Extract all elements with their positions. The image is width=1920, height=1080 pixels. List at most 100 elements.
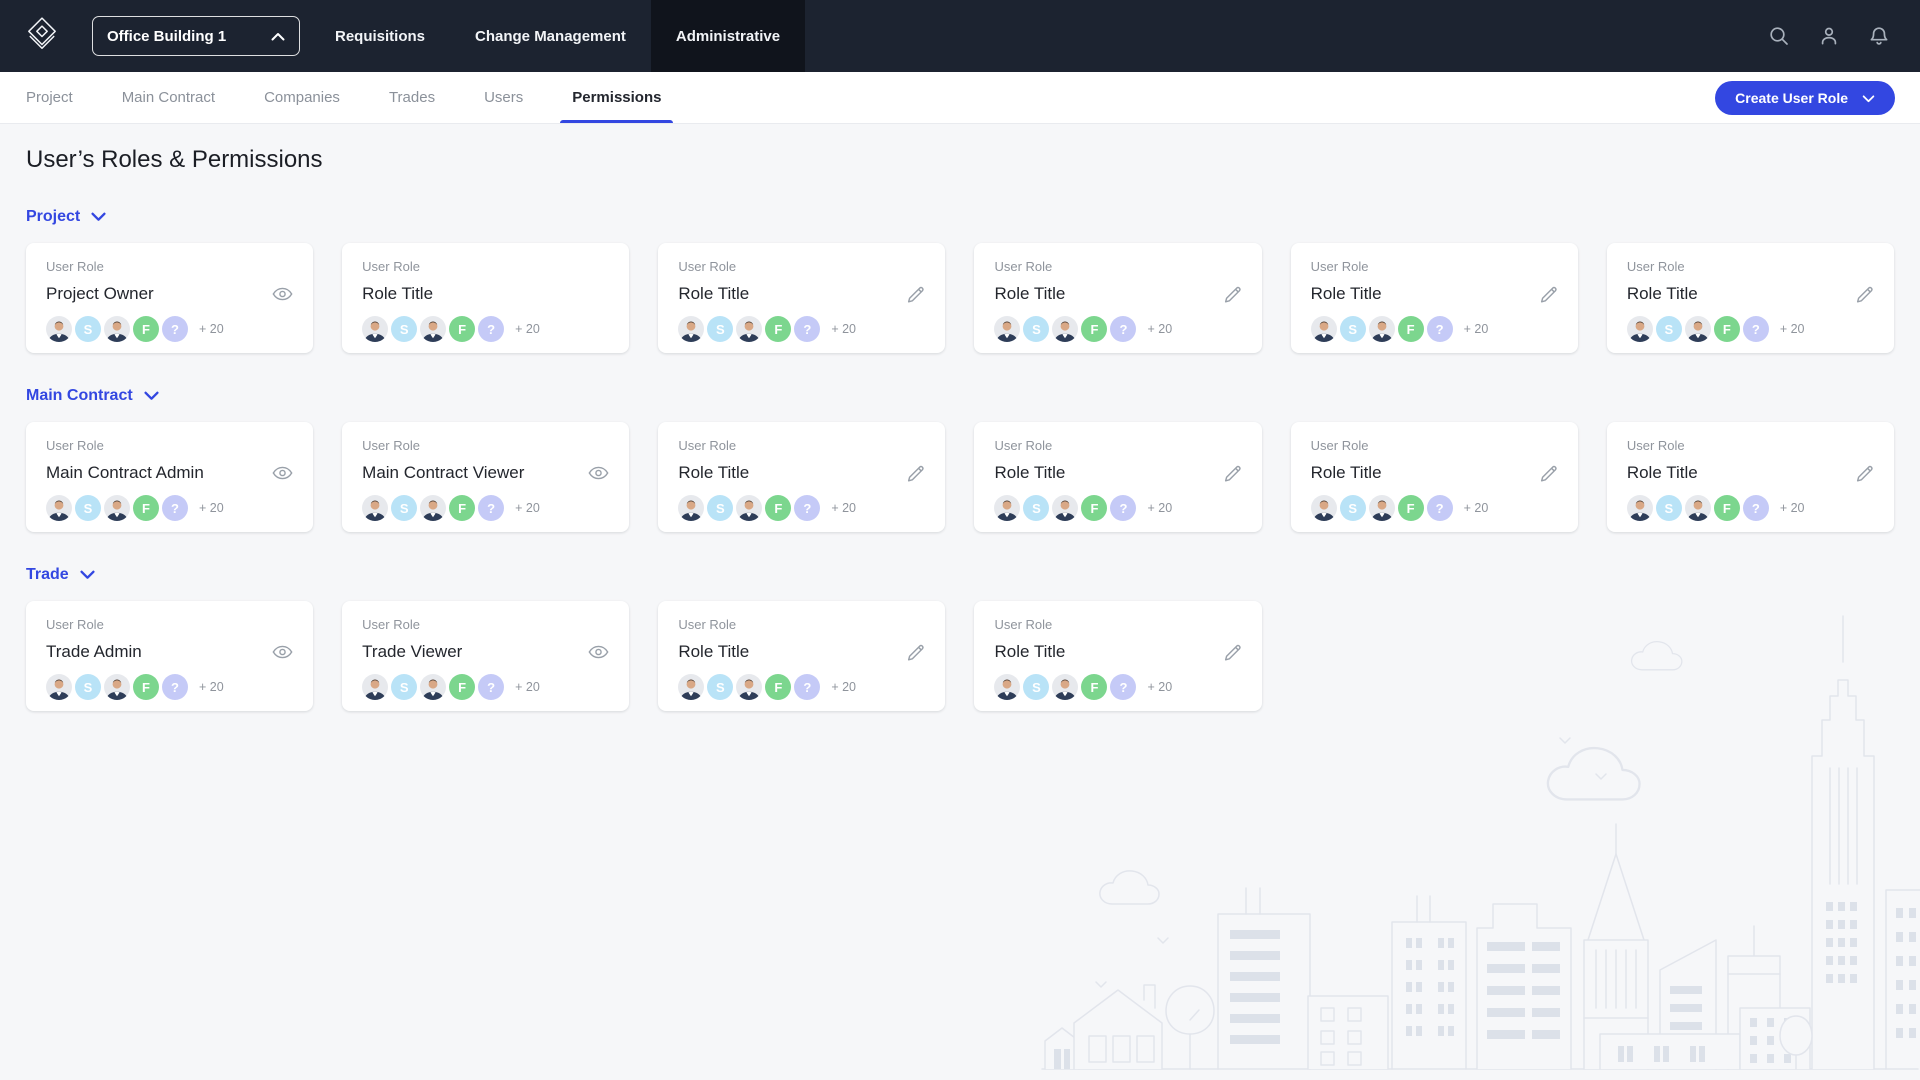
edit-role-button[interactable] — [1855, 464, 1874, 483]
tab-main-contract[interactable]: Main Contract — [121, 89, 216, 106]
edit-role-button[interactable] — [1223, 643, 1242, 662]
avatar-group[interactable]: S F? + 20 — [994, 495, 1241, 521]
user-role-card[interactable]: User Role Role Title S F? + 20 — [974, 422, 1262, 532]
avatar-group[interactable]: S F? + 20 — [1626, 495, 1874, 521]
card-title-row: Project Owner — [46, 282, 293, 306]
avatar-group[interactable]: S F? + 20 — [46, 674, 293, 700]
top-navigation-bar: Office Building 1 Requisitions Change Man… — [0, 0, 1920, 72]
search-button[interactable] — [1758, 15, 1800, 57]
avatar-group[interactable]: S F? + 20 — [362, 674, 609, 700]
tab-project[interactable]: Project — [26, 89, 73, 106]
card-title-row: Role Title — [1627, 461, 1874, 485]
create-user-role-button[interactable]: Create User Role — [1715, 81, 1895, 115]
avatar-group[interactable]: S F? + 20 — [994, 316, 1241, 342]
edit-role-button[interactable] — [1223, 464, 1242, 483]
avatar-group[interactable]: S F? + 20 — [678, 674, 925, 700]
nav-item-requisitions[interactable]: Requisitions — [335, 27, 426, 45]
edit-role-button[interactable] — [1855, 285, 1874, 304]
edit-role-button[interactable] — [906, 464, 925, 483]
initials-avatar: F — [765, 316, 792, 342]
project-selector-dropdown[interactable]: Office Building 1 — [92, 16, 300, 56]
tab-trades[interactable]: Trades — [388, 89, 436, 106]
nav-item-change-management[interactable]: Change Management — [475, 27, 626, 45]
user-role-card[interactable]: User Role Role Title S F? + 20 — [342, 243, 630, 353]
avatar-overflow-count: + 20 — [199, 680, 224, 694]
avatar-group[interactable]: S F? + 20 — [1626, 316, 1874, 342]
user-role-card[interactable]: User Role Role Title S F? + 20 — [974, 243, 1262, 353]
user-role-card[interactable]: User Role Role Title S F? + 20 — [1290, 422, 1578, 532]
avatar-group[interactable]: S F? + 20 — [362, 495, 609, 521]
pencil-icon — [1539, 464, 1558, 483]
user-icon — [1818, 25, 1840, 47]
nav-item-administrative[interactable]: Administrative — [650, 0, 806, 72]
user-photo-avatar — [420, 674, 447, 700]
user-role-card[interactable]: User Role Main Contract Viewer S F? + 20 — [342, 422, 630, 532]
card-title-row: Main Contract Admin — [46, 461, 293, 485]
section-toggle-trade[interactable]: Trade — [26, 566, 95, 584]
user-role-card[interactable]: User Role Trade Admin S F? + 20 — [26, 601, 314, 711]
section-toggle-main-contract[interactable]: Main Contract — [26, 387, 159, 405]
user-role-card[interactable]: User Role Role Title S F? + 20 — [1290, 243, 1578, 353]
user-role-card[interactable]: User Role Role Title S F? + 20 — [1606, 422, 1894, 532]
avatar-group[interactable]: S F? + 20 — [1310, 316, 1558, 342]
avatar-group[interactable]: S F? + 20 — [362, 316, 609, 342]
initials-avatar: ? — [478, 674, 505, 700]
avatar-group[interactable]: S F? + 20 — [1310, 495, 1558, 521]
role-title: Project Owner — [46, 284, 154, 303]
role-title: Role Title — [678, 642, 750, 661]
edit-role-button[interactable] — [1539, 464, 1558, 483]
bell-button[interactable] — [1858, 15, 1900, 57]
tab-companies[interactable]: Companies — [264, 89, 340, 106]
user-role-card[interactable]: User Role Main Contract Admin S F? + 20 — [26, 422, 314, 532]
user-role-card[interactable]: User Role Role Title S F? + 20 — [658, 422, 946, 532]
initials-avatar: F — [1081, 674, 1108, 700]
tab-permissions[interactable]: Permissions — [560, 72, 674, 123]
avatar-group[interactable]: S F? + 20 — [994, 674, 1241, 700]
avatar-group[interactable]: S F? + 20 — [678, 316, 925, 342]
user-role-card[interactable]: User Role Role Title S F? + 20 — [1606, 243, 1894, 353]
card-grid: User Role Main Contract Admin S F? + 20 User … — [26, 422, 1894, 532]
avatar-overflow-count: + 20 — [1147, 680, 1173, 694]
card-kicker: User Role — [994, 438, 1053, 453]
avatar-group[interactable]: S F? + 20 — [46, 495, 293, 521]
avatar-group[interactable]: S F? + 20 — [678, 495, 925, 521]
section-toggle-project[interactable]: Project — [26, 208, 106, 226]
view-role-button[interactable] — [272, 643, 293, 661]
user-role-card[interactable]: User Role Role Title S F? + 20 — [658, 243, 946, 353]
avatar-overflow-count: + 20 — [1779, 322, 1805, 336]
edit-role-button[interactable] — [1539, 285, 1558, 304]
card-title-row: Role Title — [994, 282, 1241, 306]
layered-diamond-logo-icon[interactable] — [26, 14, 58, 58]
avatar-group[interactable]: S F? + 20 — [46, 316, 293, 342]
tab-users[interactable]: Users — [484, 89, 524, 106]
user-role-card[interactable]: User Role Trade Viewer S F? + 20 — [342, 601, 630, 711]
project-selector-label: Office Building 1 — [107, 27, 227, 45]
user-role-card[interactable]: User Role Project Owner S F? + 20 — [26, 243, 314, 353]
section-project: Project User Role Project Owner S F? + 20 User… — [26, 208, 1894, 353]
user-photo-avatar — [1626, 495, 1653, 521]
initials-avatar: S — [75, 316, 101, 342]
card-kicker: User Role — [1626, 259, 1685, 274]
user-role-card[interactable]: User Role Role Title S F? + 20 — [658, 601, 946, 711]
avatar-overflow-count: + 20 — [1147, 501, 1173, 515]
user-photo-avatar — [104, 674, 130, 700]
view-role-button[interactable] — [588, 464, 609, 482]
chevron-down-icon — [91, 212, 106, 222]
create-user-role-label: Create User Role — [1735, 90, 1848, 106]
view-role-button[interactable] — [588, 643, 609, 661]
avatar-overflow-count: + 20 — [831, 501, 857, 515]
user-role-card[interactable]: User Role Role Title S F? + 20 — [974, 601, 1262, 711]
user-photo-avatar — [678, 495, 705, 521]
card-kicker: User Role — [1310, 438, 1369, 453]
edit-role-button[interactable] — [1223, 285, 1242, 304]
user-photo-avatar — [362, 316, 389, 342]
view-role-button[interactable] — [272, 285, 293, 303]
user-photo-avatar — [46, 495, 72, 521]
initials-avatar: ? — [794, 495, 821, 521]
user-button[interactable] — [1808, 15, 1850, 57]
edit-role-button[interactable] — [906, 643, 925, 662]
view-role-button[interactable] — [272, 464, 293, 482]
edit-role-button[interactable] — [906, 285, 925, 304]
role-title: Role Title — [1310, 284, 1382, 303]
pencil-icon — [1223, 285, 1242, 304]
